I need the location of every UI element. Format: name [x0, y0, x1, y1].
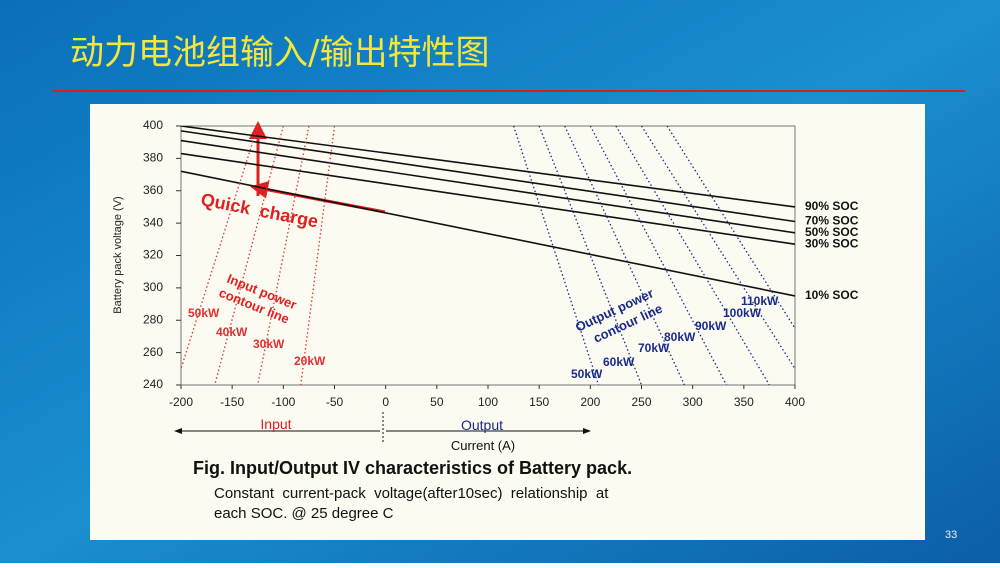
y-tick-label: 300 [143, 280, 163, 294]
x-tick-label: 150 [529, 395, 549, 409]
y-tick-label: 260 [143, 345, 163, 359]
soc-line [181, 170, 795, 297]
y-axis-title: Battery pack voltage (V) [112, 196, 124, 313]
x-tick-label: 0 [382, 395, 389, 409]
contour-label: 110kW [741, 294, 779, 308]
y-tick-label: 320 [143, 248, 163, 262]
series-label: 70% SOC [805, 214, 859, 228]
x-tick-label: -100 [271, 395, 295, 409]
note-line: Constant current-pack voltage(after10sec… [214, 485, 609, 502]
y-tick-label: 380 [143, 151, 163, 165]
series-label: 10% SOC [805, 288, 859, 302]
contour-label: 50kW [571, 367, 603, 381]
contour-label: 100kW [723, 306, 762, 320]
caption: Fig. Input/Output IV characteristics of … [193, 458, 632, 478]
y-tick-label: 240 [143, 377, 163, 391]
contour-line [512, 126, 600, 385]
x-tick-label: 200 [580, 395, 600, 409]
contour-line [214, 126, 284, 385]
output-label: Output [461, 417, 503, 433]
contour-label: 30kW [253, 337, 285, 351]
contour-label: 40kW [216, 325, 248, 339]
contour-label: 60kW [603, 355, 635, 369]
contour-label: 20kW [294, 354, 326, 368]
x-tick-label: 350 [734, 395, 754, 409]
x-tick-label: -50 [326, 395, 344, 409]
y-tick-label: 340 [143, 215, 163, 229]
page-number: 33 [945, 529, 957, 541]
x-tick-label: -150 [220, 395, 244, 409]
y-tick-label: 400 [143, 118, 163, 132]
contour-line [257, 126, 310, 385]
series-label: 50% SOC [805, 225, 859, 239]
soc-line [181, 126, 795, 208]
x-tick-label: 50 [430, 395, 444, 409]
soc-line [181, 152, 795, 245]
contour-label: 50kW [188, 306, 220, 320]
contour-line [538, 126, 643, 385]
soc-line [181, 130, 795, 223]
y-tick-label: 360 [143, 183, 163, 197]
x-tick-label: 250 [631, 395, 651, 409]
slide-title: 动力电池组输入/输出特性图 [70, 33, 489, 73]
contour-label: 70kW [638, 341, 670, 355]
x-tick-label: 300 [683, 395, 703, 409]
contour-label: 80kW [664, 330, 696, 344]
plot-lines [181, 126, 795, 385]
series-label: 30% SOC [805, 236, 859, 250]
x-tick-label: -200 [169, 395, 193, 409]
x-axis-title: Current (A) [451, 438, 515, 453]
contour-line [589, 126, 728, 385]
y-tick-label: 280 [143, 312, 163, 326]
note-line: each SOC. @ 25 degree C [214, 505, 394, 522]
figure-panel [90, 104, 925, 540]
contour-line [181, 126, 259, 370]
series-label: 90% SOC [805, 199, 859, 213]
x-tick-label: 400 [785, 395, 805, 409]
x-tick-label: 100 [478, 395, 498, 409]
soc-line [181, 139, 795, 234]
contour-label: 90kW [695, 319, 727, 333]
input-label: Input [260, 416, 291, 432]
